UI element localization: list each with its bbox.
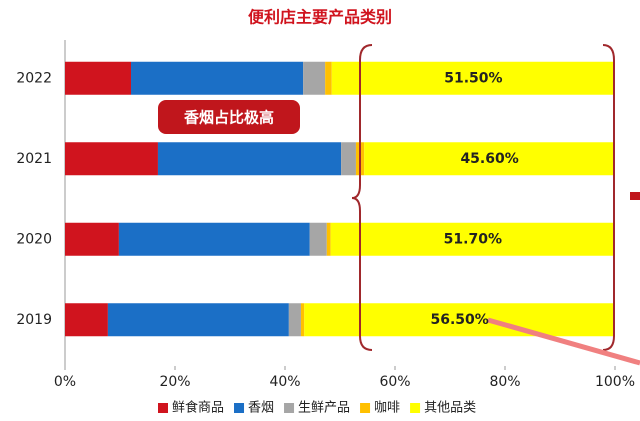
legend-swatch [360,403,371,413]
pointer-line [487,317,640,366]
bar-segment [326,222,331,256]
y-tick-label: 2021 [16,151,52,167]
legend-label: 鲜食商品 [172,400,224,416]
bar-segment [330,222,615,256]
bar-segment [341,142,356,176]
bar-segment [300,303,305,337]
data-label: 45.60% [460,151,518,167]
y-tick-label: 2020 [16,231,52,247]
legend-swatch [158,403,168,413]
data-label: 51.50% [444,70,502,86]
legend-label: 其他品类 [424,401,476,416]
edge-mark [630,192,640,200]
bar-segment [157,142,342,176]
bar-segment [325,61,332,95]
bracket-right [602,44,615,351]
legend-label: 香烟 [248,401,274,416]
bar-segment [118,222,310,256]
bar-segment [331,61,615,95]
bar-segment [65,303,108,337]
legend-label: 生鲜产品 [298,401,350,416]
x-tick-label: 100% [595,374,635,390]
x-tick-label: 40% [269,374,300,390]
legend-label: 咖啡 [374,401,400,416]
x-tick-label: 0% [54,374,76,390]
y-tick-label: 2022 [16,70,52,86]
chart-title: 便利店主要产品类别 [248,8,392,27]
x-tick-label: 80% [489,374,520,390]
annotation: 香烟占比极高 [184,109,274,127]
bar-segment [65,61,131,95]
bar-segment [131,61,304,95]
bar-segment [364,142,615,176]
data-label: 56.50% [430,312,488,328]
legend-swatch [284,403,295,413]
bar-segment [303,61,326,95]
bar-segment [288,303,301,337]
bar-segment [309,222,327,256]
bar-segment [65,222,119,256]
x-tick-label: 20% [159,374,190,390]
legend-swatch [410,403,421,413]
legend-swatch [234,403,245,413]
annotation-box [158,100,300,134]
data-label: 51.70% [444,231,502,247]
bar-segment [107,303,289,337]
bracket-left [351,44,373,351]
bar-segment [65,142,158,176]
x-tick-label: 60% [379,374,410,390]
bar-segment [304,303,615,337]
y-tick-label: 2019 [16,312,52,328]
